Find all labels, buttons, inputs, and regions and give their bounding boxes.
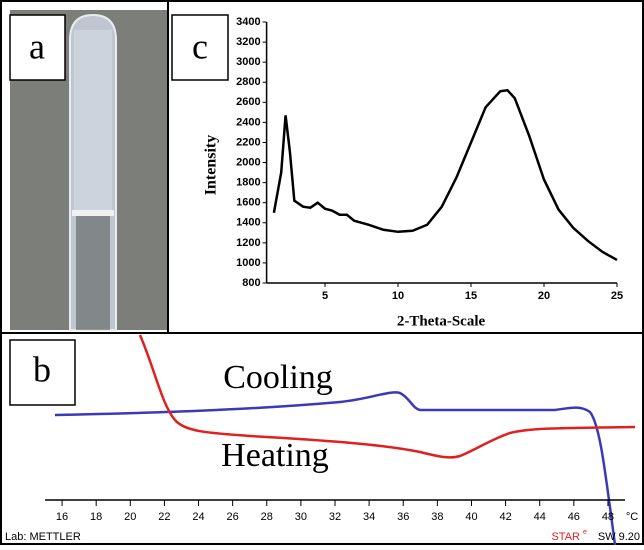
panel-label: c bbox=[192, 26, 208, 66]
x-tick-label: 22 bbox=[158, 511, 170, 523]
x-tick-label: 15 bbox=[465, 290, 477, 302]
y-tick-label: 2000 bbox=[236, 156, 260, 168]
tube-liquid bbox=[74, 30, 112, 210]
x-tick-label: 20 bbox=[538, 290, 550, 302]
y-tick-label: 2400 bbox=[236, 116, 260, 128]
x-tick-label: 46 bbox=[568, 511, 580, 523]
x-tick-label: 28 bbox=[261, 511, 273, 523]
x-tick-label: 40 bbox=[465, 511, 477, 523]
y-tick-label: 3400 bbox=[236, 16, 260, 28]
y-tick-label: 1000 bbox=[236, 257, 260, 269]
y-tick-label: 2200 bbox=[236, 136, 260, 148]
x-tick-label: 30 bbox=[295, 511, 307, 523]
y-tick-label: 1600 bbox=[236, 197, 260, 209]
y-tick-label: 2600 bbox=[236, 96, 260, 108]
x-tick-label: 26 bbox=[227, 511, 239, 523]
panel-label: b bbox=[33, 349, 51, 389]
x-tick-label: 20 bbox=[124, 511, 136, 523]
tube-lower bbox=[76, 216, 110, 330]
x-unit: °C bbox=[626, 511, 638, 523]
y-axis-title: Intensity bbox=[203, 135, 220, 195]
x-tick-label: 38 bbox=[431, 511, 443, 523]
x-tick-label: 42 bbox=[499, 511, 511, 523]
y-tick-label: 3200 bbox=[236, 36, 260, 48]
panel-label: a bbox=[29, 26, 45, 66]
tube-ring bbox=[72, 210, 114, 216]
x-tick-label: 34 bbox=[363, 511, 375, 523]
x-tick-label: 24 bbox=[192, 511, 204, 523]
footer-brand-sup: e bbox=[583, 529, 587, 536]
x-axis-title: 2-Theta-Scale bbox=[397, 313, 486, 329]
y-tick-label: 3000 bbox=[236, 56, 260, 68]
x-tick-label: 5 bbox=[322, 290, 328, 302]
annotation: Heating bbox=[221, 437, 329, 474]
x-tick-label: 16 bbox=[56, 511, 68, 523]
annotation: Cooling bbox=[223, 359, 333, 396]
x-tick-label: 44 bbox=[534, 511, 546, 523]
x-tick-label: 48 bbox=[602, 511, 614, 523]
y-tick-label: 1800 bbox=[236, 177, 260, 189]
footer-brand: STAR bbox=[551, 531, 580, 543]
x-tick-label: 25 bbox=[611, 290, 623, 302]
x-tick-label: 36 bbox=[397, 511, 409, 523]
x-tick-label: 18 bbox=[90, 511, 102, 523]
footer-left: Lab: METTLER bbox=[5, 531, 81, 543]
x-tick-label: 32 bbox=[329, 511, 341, 523]
y-tick-label: 2800 bbox=[236, 76, 260, 88]
y-tick-label: 800 bbox=[242, 277, 260, 289]
figure: a c b 2-Theta-Scale Intensity Cooling He… bbox=[0, 0, 644, 545]
y-tick-label: 1200 bbox=[236, 237, 260, 249]
y-tick-label: 1400 bbox=[236, 217, 260, 229]
footer-right: SW 9.20 bbox=[598, 531, 640, 543]
x-tick-label: 10 bbox=[392, 290, 404, 302]
